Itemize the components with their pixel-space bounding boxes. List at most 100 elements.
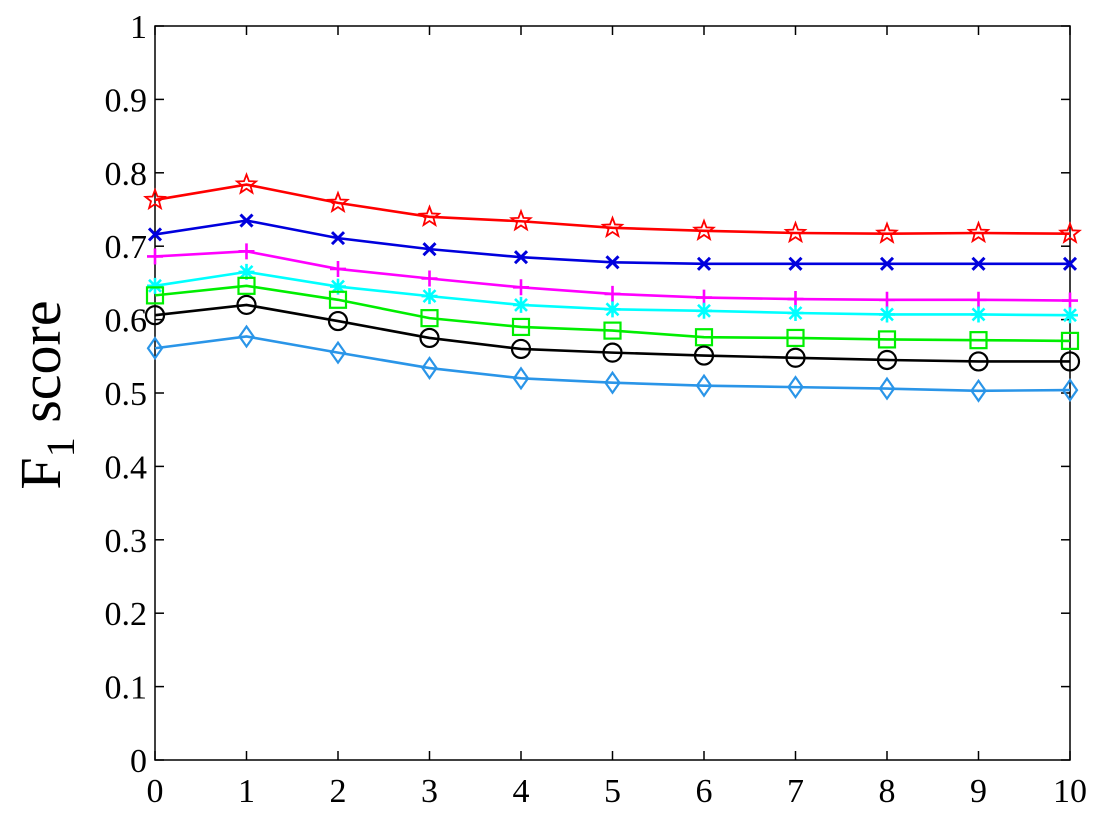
series-line xyxy=(154,284,1071,343)
data-point xyxy=(694,328,714,347)
data-point xyxy=(146,336,164,361)
x-axis: 0 1 2 3 4 5 6 7 8 9 10 xyxy=(147,26,1087,810)
data-point xyxy=(966,220,991,244)
data-point xyxy=(968,351,989,372)
series-0 xyxy=(143,171,1082,244)
data-point xyxy=(604,370,621,395)
x-tick-label: 4 xyxy=(513,773,530,810)
data-point xyxy=(144,305,166,326)
data-point xyxy=(513,250,529,265)
data-point xyxy=(510,338,532,360)
data-point xyxy=(1061,378,1079,402)
series-4 xyxy=(145,276,1080,350)
data-point xyxy=(509,208,533,232)
data-point xyxy=(879,306,895,323)
data-point xyxy=(238,263,255,280)
data-point xyxy=(875,221,899,244)
data-point xyxy=(970,291,987,308)
series-line xyxy=(154,303,1070,363)
data-point xyxy=(693,345,715,366)
y-tick-label: 0.4 xyxy=(105,449,148,486)
data-point xyxy=(237,276,256,295)
data-point xyxy=(328,290,348,309)
x-tick-label: 10 xyxy=(1053,773,1087,810)
data-point xyxy=(512,366,530,391)
data-point xyxy=(329,340,347,365)
series-line xyxy=(154,335,1071,393)
data-point xyxy=(604,285,621,302)
y-tick-label: 0.3 xyxy=(105,523,148,560)
x-tick-label: 9 xyxy=(970,773,987,810)
data-point xyxy=(420,309,439,328)
data-point xyxy=(970,306,987,323)
data-point xyxy=(238,324,255,349)
x-tick-label: 1 xyxy=(238,773,255,810)
y-tick-label: 0 xyxy=(130,743,147,780)
x-tick-label: 5 xyxy=(604,773,621,810)
data-point xyxy=(143,187,167,211)
data-point xyxy=(695,373,713,398)
y-tick-label: 0.2 xyxy=(105,596,148,633)
data-point xyxy=(511,317,531,337)
series-5 xyxy=(144,294,1081,372)
data-point xyxy=(878,376,896,401)
data-point xyxy=(876,349,898,371)
data-point xyxy=(147,277,163,294)
series-1 xyxy=(147,213,1078,271)
x-tick-label: 2 xyxy=(330,773,347,810)
y-axis: 0 0.1 0.2 0.3 0.4 0.5 0.6 0.7 0.8 0.9 1 xyxy=(105,9,1070,780)
y-tick-label: 1 xyxy=(130,9,147,46)
series-line xyxy=(154,183,1071,236)
data-point xyxy=(330,278,346,295)
series-layer xyxy=(143,171,1082,403)
y-tick-label: 0.9 xyxy=(105,82,148,119)
data-point xyxy=(421,356,438,380)
y-axis-title-subscript: 1 xyxy=(38,437,83,457)
data-point xyxy=(696,256,712,271)
data-point xyxy=(513,279,529,296)
data-point xyxy=(327,310,349,332)
data-point xyxy=(1062,292,1078,309)
y-tick-label: 0.1 xyxy=(105,670,148,707)
data-point xyxy=(605,255,620,270)
x-tick-label: 3 xyxy=(421,773,438,810)
data-point xyxy=(787,291,804,308)
y-axis-title: F1 score xyxy=(8,300,83,489)
data-point xyxy=(1058,221,1082,244)
data-point xyxy=(147,248,163,265)
data-point xyxy=(879,256,895,271)
x-tick-label: 0 xyxy=(147,773,164,810)
data-point xyxy=(696,302,712,319)
y-tick-label: 0.7 xyxy=(105,229,148,266)
data-point xyxy=(330,260,346,277)
y-tick-label: 0.5 xyxy=(105,376,148,413)
y-axis-title-main: F xyxy=(8,457,73,489)
data-point xyxy=(513,296,529,313)
data-point xyxy=(419,327,440,349)
data-point xyxy=(422,242,437,257)
data-point xyxy=(236,294,257,316)
series-2 xyxy=(147,243,1078,309)
data-point xyxy=(147,227,163,242)
data-point xyxy=(600,215,625,239)
series-3 xyxy=(147,263,1078,324)
x-tick-label: 6 xyxy=(696,773,713,810)
data-point xyxy=(417,204,442,228)
data-point xyxy=(971,256,986,271)
y-axis-title-rest: score xyxy=(8,300,73,437)
data-point xyxy=(969,331,988,350)
data-point xyxy=(238,243,255,260)
data-point xyxy=(234,171,259,195)
svg-text:F1 score: F1 score xyxy=(8,300,83,489)
series-6 xyxy=(146,324,1079,403)
data-point xyxy=(787,304,804,321)
data-point xyxy=(787,375,804,400)
data-point xyxy=(692,218,716,241)
data-point xyxy=(1060,331,1080,350)
x-tick-label: 8 xyxy=(879,773,896,810)
data-point xyxy=(879,291,895,308)
data-point xyxy=(786,328,805,348)
data-point xyxy=(877,330,897,349)
data-point xyxy=(330,231,346,246)
